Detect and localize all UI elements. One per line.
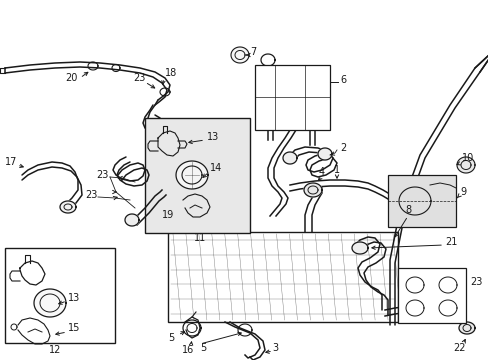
- Polygon shape: [34, 289, 66, 317]
- Polygon shape: [405, 300, 423, 316]
- Text: 4: 4: [318, 167, 325, 177]
- Bar: [254, 65, 329, 130]
- Bar: [168, 232, 397, 322]
- Text: 12: 12: [49, 345, 61, 355]
- Text: 14: 14: [209, 163, 222, 173]
- Text: 5: 5: [168, 333, 174, 343]
- Text: 20: 20: [65, 73, 77, 83]
- Polygon shape: [304, 183, 321, 197]
- Text: 13: 13: [206, 132, 219, 142]
- Text: 17: 17: [5, 157, 18, 167]
- Polygon shape: [60, 201, 76, 213]
- Text: 23: 23: [85, 190, 97, 200]
- Text: 8: 8: [404, 205, 410, 215]
- Polygon shape: [405, 277, 423, 293]
- Text: 5: 5: [200, 343, 206, 353]
- Bar: [145, 118, 249, 233]
- Text: 1: 1: [333, 165, 339, 175]
- Text: 13: 13: [68, 293, 80, 303]
- Text: 10: 10: [461, 153, 473, 163]
- Bar: [397, 268, 465, 323]
- Text: 21: 21: [444, 237, 456, 247]
- Polygon shape: [125, 214, 139, 226]
- Text: 18: 18: [164, 68, 177, 78]
- Text: 9: 9: [459, 187, 465, 197]
- Text: 11: 11: [193, 233, 206, 243]
- Polygon shape: [317, 148, 331, 160]
- Text: 23: 23: [469, 277, 481, 287]
- Polygon shape: [438, 300, 456, 316]
- Polygon shape: [458, 322, 474, 334]
- Text: 2: 2: [339, 143, 346, 153]
- Polygon shape: [351, 242, 367, 254]
- Polygon shape: [283, 152, 296, 164]
- Text: 22: 22: [453, 343, 465, 353]
- Text: 15: 15: [68, 323, 80, 333]
- Text: 7: 7: [249, 47, 256, 57]
- Polygon shape: [230, 47, 248, 63]
- Polygon shape: [398, 187, 430, 215]
- Text: 16: 16: [182, 345, 194, 355]
- Polygon shape: [456, 157, 474, 173]
- Text: 23: 23: [133, 73, 145, 83]
- Bar: [5, 248, 115, 343]
- Bar: [387, 175, 455, 227]
- Text: 3: 3: [271, 343, 278, 353]
- Text: 23: 23: [96, 170, 108, 180]
- Polygon shape: [438, 277, 456, 293]
- Polygon shape: [176, 161, 207, 189]
- Text: 6: 6: [339, 75, 346, 85]
- Text: 19: 19: [162, 210, 174, 220]
